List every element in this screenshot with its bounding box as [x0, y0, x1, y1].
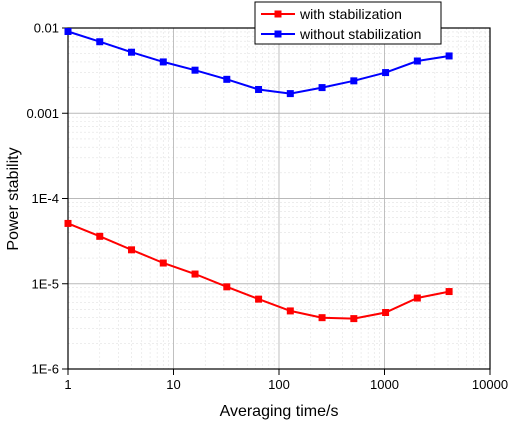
axis-ticks: 1 10 100 1000 10000 1E-6 1E-5 1E-4 0.001 0.01: [26, 21, 508, 393]
data-series: [64, 27, 453, 323]
data-point-without-stabilization: [191, 66, 199, 74]
x-axis-label: Averaging time/s: [220, 403, 339, 420]
x-tick-label: 1: [64, 377, 71, 392]
x-tick-label: 100: [268, 377, 290, 392]
data-point-with-stabilization: [445, 288, 453, 296]
data-point-without-stabilization: [413, 57, 421, 65]
x-tick-label: 1000: [370, 377, 399, 392]
data-point-with-stabilization: [96, 232, 104, 240]
data-point-with-stabilization: [318, 314, 326, 322]
legend-marker-without-stabilization: [274, 30, 282, 38]
data-point-without-stabilization: [350, 77, 358, 85]
y-tick-label: 0.01: [34, 21, 59, 36]
legend-label-without-stabilization: without stabilization: [299, 26, 421, 42]
y-tick-label: 0.001: [26, 106, 59, 121]
data-point-without-stabilization: [318, 84, 326, 92]
x-tick-label: 10000: [472, 377, 508, 392]
data-point-with-stabilization: [350, 315, 358, 323]
data-point-with-stabilization: [223, 283, 231, 291]
data-point-without-stabilization: [128, 48, 136, 56]
data-point-without-stabilization: [159, 58, 167, 66]
x-tick-label: 10: [166, 377, 180, 392]
data-point-without-stabilization: [286, 90, 294, 98]
data-point-without-stabilization: [64, 27, 72, 35]
data-point-with-stabilization: [286, 307, 294, 315]
legend-label-with-stabilization: with stabilization: [299, 6, 402, 22]
legend-box: [254, 1, 442, 45]
data-point-without-stabilization: [96, 38, 104, 46]
data-point-with-stabilization: [191, 270, 199, 278]
data-point-without-stabilization: [382, 69, 390, 77]
data-point-with-stabilization: [255, 295, 263, 303]
legend: with stabilization without stabilization: [254, 1, 442, 45]
y-tick-label: 1E-4: [32, 191, 59, 206]
y-tick-label: 1E-6: [32, 362, 59, 377]
data-point-with-stabilization: [413, 294, 421, 302]
data-point-without-stabilization: [445, 52, 453, 60]
data-point-with-stabilization: [382, 308, 390, 316]
data-point-without-stabilization: [255, 85, 263, 93]
grid: [67, 27, 491, 370]
y-tick-label: 1E-5: [32, 276, 59, 291]
legend-marker-with-stabilization: [274, 10, 282, 18]
data-point-without-stabilization: [223, 75, 231, 83]
data-point-with-stabilization: [64, 219, 72, 227]
series-line-with-stabilization: [67, 222, 450, 320]
y-axis-label: Power stability: [5, 147, 22, 250]
data-point-with-stabilization: [159, 259, 167, 267]
data-point-with-stabilization: [128, 246, 136, 254]
